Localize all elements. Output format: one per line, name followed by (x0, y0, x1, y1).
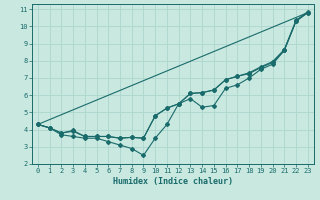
X-axis label: Humidex (Indice chaleur): Humidex (Indice chaleur) (113, 177, 233, 186)
